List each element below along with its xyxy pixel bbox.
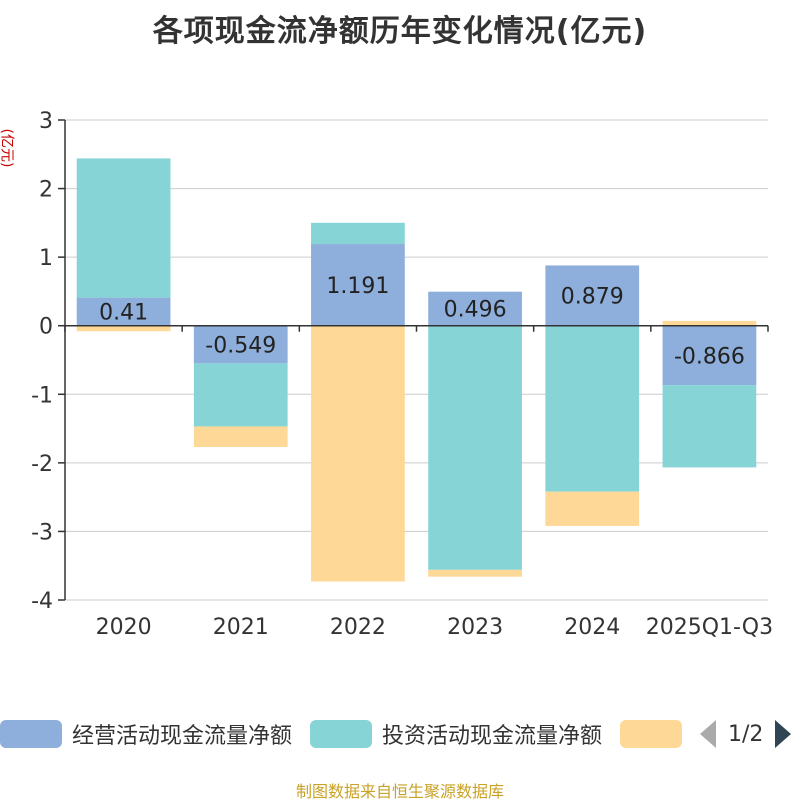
- bar-series1-2024: [545, 325, 640, 492]
- legend-prev-icon[interactable]: [700, 720, 716, 748]
- x-tick-label: 2020: [96, 615, 152, 640]
- bar-series2-2020: [76, 325, 171, 332]
- bar-series1-2025Q1-Q3: [662, 385, 757, 468]
- y-tick-label: 1: [39, 246, 53, 271]
- chart-title: 各项现金流净额历年变化情况(亿元): [152, 14, 648, 49]
- legend-item-operating[interactable]: 经营活动现金流量净额: [0, 718, 292, 750]
- bar-series0-2024: [545, 265, 640, 326]
- x-tick-label: 2023: [447, 615, 503, 640]
- y-tick-label: -4: [31, 589, 53, 614]
- data-label: -0.549: [205, 334, 276, 359]
- legend-item-financing[interactable]: [620, 720, 692, 748]
- bar-series2-2024: [545, 491, 640, 526]
- legend-next-icon[interactable]: [775, 720, 792, 748]
- bar-series1-2020: [76, 158, 171, 298]
- bar-series0-2020: [76, 297, 171, 326]
- data-label: 0.41: [99, 301, 148, 326]
- data-label: 0.879: [561, 285, 624, 310]
- bar-series2-2022: [311, 325, 405, 582]
- x-tick-label: 2025Q1-Q3: [646, 615, 773, 640]
- legend-pager: 1/2: [700, 717, 792, 751]
- x-tick-label: 2022: [330, 615, 386, 640]
- y-tick-label: 3: [39, 109, 53, 134]
- source-note: 制图数据来自恒生聚源数据库: [295, 782, 504, 801]
- bar-series2-2023: [428, 569, 522, 577]
- y-tick-label: 0: [39, 315, 53, 340]
- bar-series0-2021: [193, 325, 288, 364]
- bar-series1-2022: [311, 222, 405, 245]
- legend: 经营活动现金流量净额 投资活动现金流量净额: [0, 717, 710, 751]
- chart-plot: 3 2 1 0 -1 -2 -3 -4 0.41 -0.549 1.191 0.496 0.879 -0.…: [31, 109, 773, 640]
- legend-swatch-investing: [310, 720, 373, 748]
- y-tick-label: -2: [31, 452, 53, 477]
- bar-series0-2022: [311, 244, 405, 326]
- bar-series0-2025Q1-Q3: [662, 325, 757, 386]
- legend-page-indicator: 1/2: [728, 721, 764, 747]
- legend-item-investing[interactable]: 投资活动现金流量净额: [310, 718, 602, 750]
- legend-label-investing: 投资活动现金流量净额: [382, 724, 603, 749]
- bar-series2-2021: [193, 426, 288, 448]
- x-tick-label: 2021: [213, 615, 269, 640]
- data-label: 0.496: [444, 298, 507, 323]
- y-tick-label: 2: [39, 178, 53, 203]
- x-tick-label: 2024: [564, 615, 620, 640]
- legend-label-operating: 经营活动现金流量净额: [72, 724, 293, 749]
- data-label: 1.191: [326, 274, 389, 299]
- bar-series0-2023: [428, 291, 522, 326]
- legend-swatch-operating: [0, 720, 62, 748]
- y-tick-label: -3: [31, 520, 53, 545]
- data-label: -0.866: [674, 344, 745, 369]
- bar-series2-2025Q1-Q3: [662, 320, 757, 326]
- legend-swatch-financing: [620, 720, 683, 748]
- bar-series1-2023: [428, 325, 522, 570]
- y-tick-label: -1: [31, 383, 53, 408]
- bar-series1-2021: [193, 363, 288, 427]
